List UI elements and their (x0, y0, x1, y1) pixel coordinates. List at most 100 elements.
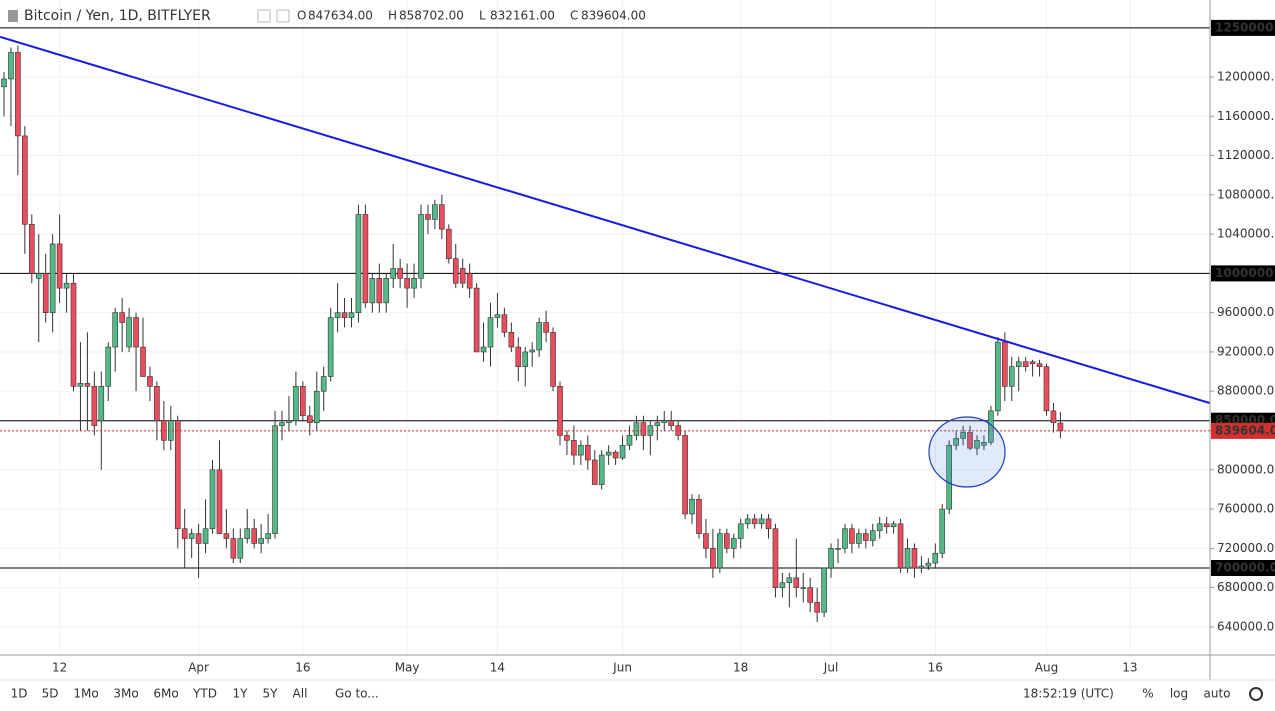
candle-body (56, 243, 63, 289)
candle-body (953, 438, 959, 446)
y-tick-label: 880000.00 (1217, 384, 1275, 398)
candle-body (1057, 422, 1064, 432)
candle-body (869, 530, 876, 541)
candle-body (723, 533, 730, 549)
candle-body (341, 312, 348, 318)
candle-body (306, 415, 313, 423)
settings-icon[interactable] (257, 9, 271, 23)
price-label-box (1211, 559, 1275, 576)
percent-toggle[interactable]: % (1142, 687, 1153, 701)
candle-body (293, 386, 299, 421)
range-button[interactable]: All (293, 687, 308, 701)
candle-body (564, 435, 570, 441)
close-icon[interactable] (276, 9, 290, 23)
candle-body (939, 508, 946, 554)
range-button[interactable]: 3Mo (113, 687, 138, 701)
range-button[interactable]: 1Y (233, 687, 249, 701)
candle-body (501, 314, 508, 333)
candle-body (452, 258, 459, 284)
ohlc-prefix: O (297, 9, 306, 23)
candle-body (717, 533, 723, 569)
candle-body (598, 454, 605, 485)
x-tick-label: 14 (490, 661, 505, 675)
candle-body (98, 386, 105, 421)
range-button[interactable]: 6Mo (153, 687, 178, 701)
candle-body (918, 565, 925, 569)
candle-body (654, 422, 661, 426)
candle-body (508, 332, 515, 348)
candle-body (84, 383, 91, 387)
candle-body (91, 386, 98, 426)
candle-body (494, 314, 501, 318)
ohlc-value: 847634.00 (308, 9, 373, 23)
settings-gear[interactable] (1249, 687, 1263, 701)
candle-body (63, 282, 70, 289)
candle-body (439, 204, 445, 230)
candle-body (174, 420, 181, 530)
candle-body (126, 317, 132, 348)
candle-body (327, 317, 334, 377)
ohlc-prefix: C (570, 9, 578, 23)
candle-body (911, 548, 918, 569)
candle-body (605, 451, 612, 456)
candle-body (244, 528, 251, 539)
candle-body (515, 346, 522, 367)
range-button[interactable]: 5D (42, 687, 59, 701)
ohlc-readout: O 847634.00 H 858702.00 L 832161.00 C 839604.00 (297, 9, 646, 23)
candle-body (320, 376, 327, 392)
range-button[interactable]: 1Mo (73, 687, 98, 701)
candle-body (862, 533, 869, 541)
candle-body (946, 444, 953, 510)
candle-body (814, 602, 820, 613)
candle-body (584, 444, 591, 461)
range-button[interactable]: 1D (11, 687, 28, 701)
candle-body (744, 518, 751, 525)
last-price-box (1211, 422, 1275, 439)
candle-body (543, 322, 549, 333)
candle-body (425, 214, 431, 220)
candle-body (751, 518, 758, 525)
candle-body (279, 422, 285, 426)
y-tick-label: 1160000.00 (1217, 109, 1275, 123)
auto-toggle[interactable]: auto (1203, 687, 1230, 701)
x-tick-label: Aug (1035, 661, 1058, 675)
candle-body (619, 444, 626, 459)
candle-body (612, 451, 619, 459)
ohlc-value: 839604.00 (581, 9, 646, 23)
y-tick-label: 1040000.00 (1217, 227, 1275, 241)
range-button[interactable]: YTD (192, 687, 217, 701)
price-label-box (1211, 19, 1275, 36)
candle-body (188, 533, 195, 539)
candle-body (445, 228, 452, 259)
candle-body (703, 533, 709, 549)
candle-body (202, 528, 209, 544)
candle-body (432, 204, 438, 220)
candle-body (376, 278, 383, 304)
range-button[interactable]: 5Y (263, 687, 279, 701)
candle-body (960, 432, 966, 439)
candle-body (1043, 366, 1050, 412)
candle-body (689, 498, 695, 515)
candle-body (466, 273, 473, 289)
candle-body (529, 349, 536, 353)
candle-body (981, 441, 987, 446)
log-toggle[interactable]: log (1170, 687, 1188, 701)
candle-body (578, 444, 584, 456)
candle-body (1029, 361, 1036, 365)
price-label: 1250000.00 (1215, 20, 1275, 34)
candle-body (216, 469, 223, 534)
y-tick-label: 720000.00 (1217, 541, 1275, 555)
candle-body (105, 346, 112, 387)
highlight-ellipse (928, 416, 1006, 488)
candle-body (995, 341, 1001, 412)
candle-body (258, 538, 264, 544)
ohlc-value: 858702.00 (399, 9, 464, 23)
clock: 18:52:19 (UTC) (1023, 687, 1114, 701)
candle-body (876, 523, 883, 531)
candle-body (487, 317, 494, 348)
goto-button[interactable]: Go to... (335, 687, 379, 701)
x-tick-label: 16 (928, 661, 943, 675)
candle-body (22, 135, 28, 225)
